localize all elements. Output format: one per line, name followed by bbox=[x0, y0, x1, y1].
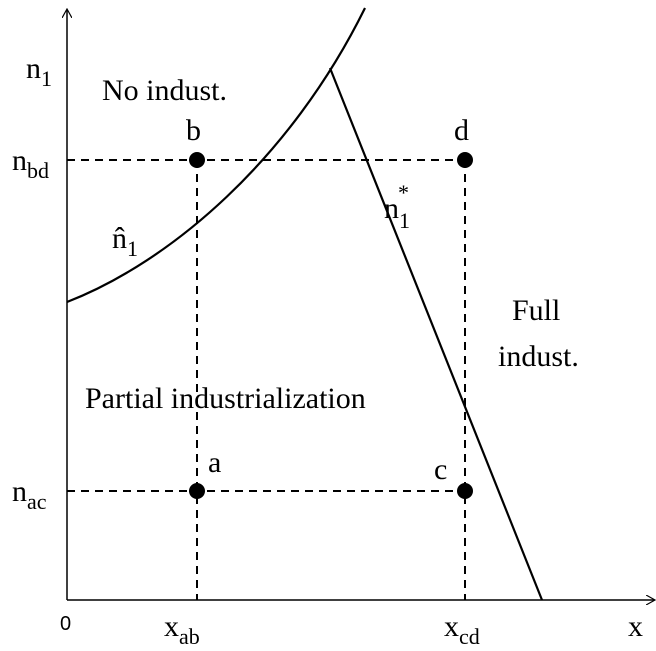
sub: cd bbox=[459, 624, 480, 649]
point bbox=[189, 152, 205, 168]
sub: 1 bbox=[127, 236, 138, 261]
sub: 1 bbox=[41, 66, 52, 91]
region-label: Full bbox=[512, 294, 560, 327]
main: n bbox=[12, 475, 27, 508]
curve-star bbox=[328, 67, 544, 601]
point-label: c bbox=[434, 453, 447, 486]
x-tick-label: xab bbox=[164, 610, 200, 649]
main: x bbox=[444, 610, 459, 643]
point-label: a bbox=[208, 446, 221, 479]
origin-label: 0 bbox=[60, 613, 71, 635]
guide-lines bbox=[67, 159, 466, 600]
sub: 1 bbox=[399, 208, 410, 233]
curve-label: n1 * bbox=[384, 180, 410, 233]
x-axis-label: x bbox=[628, 610, 643, 643]
point bbox=[457, 483, 473, 499]
sub: bd bbox=[27, 158, 49, 183]
point bbox=[189, 483, 205, 499]
point-label: d bbox=[454, 114, 469, 147]
sup: * bbox=[398, 180, 409, 205]
main: n bbox=[384, 192, 399, 225]
point-label: b bbox=[186, 114, 201, 147]
sub: ab bbox=[179, 624, 200, 649]
main: n bbox=[12, 144, 27, 177]
curve-label: n̂1 bbox=[112, 222, 138, 261]
points bbox=[189, 152, 473, 499]
x-tick-label: xcd bbox=[444, 610, 480, 649]
y-tick-label: nbd bbox=[12, 144, 49, 183]
region-label: No indust. bbox=[102, 74, 227, 107]
sub: ac bbox=[27, 489, 47, 514]
main: x bbox=[164, 610, 179, 643]
y-tick-label: nac bbox=[12, 475, 47, 514]
point bbox=[457, 152, 473, 168]
main: n bbox=[26, 52, 41, 85]
region-label: indust. bbox=[498, 340, 579, 373]
region-label: Partial industrialization bbox=[85, 382, 366, 415]
y-axis-label: n1 bbox=[26, 52, 52, 91]
curve-hat bbox=[66, 7, 366, 304]
main: n̂ bbox=[112, 222, 127, 255]
